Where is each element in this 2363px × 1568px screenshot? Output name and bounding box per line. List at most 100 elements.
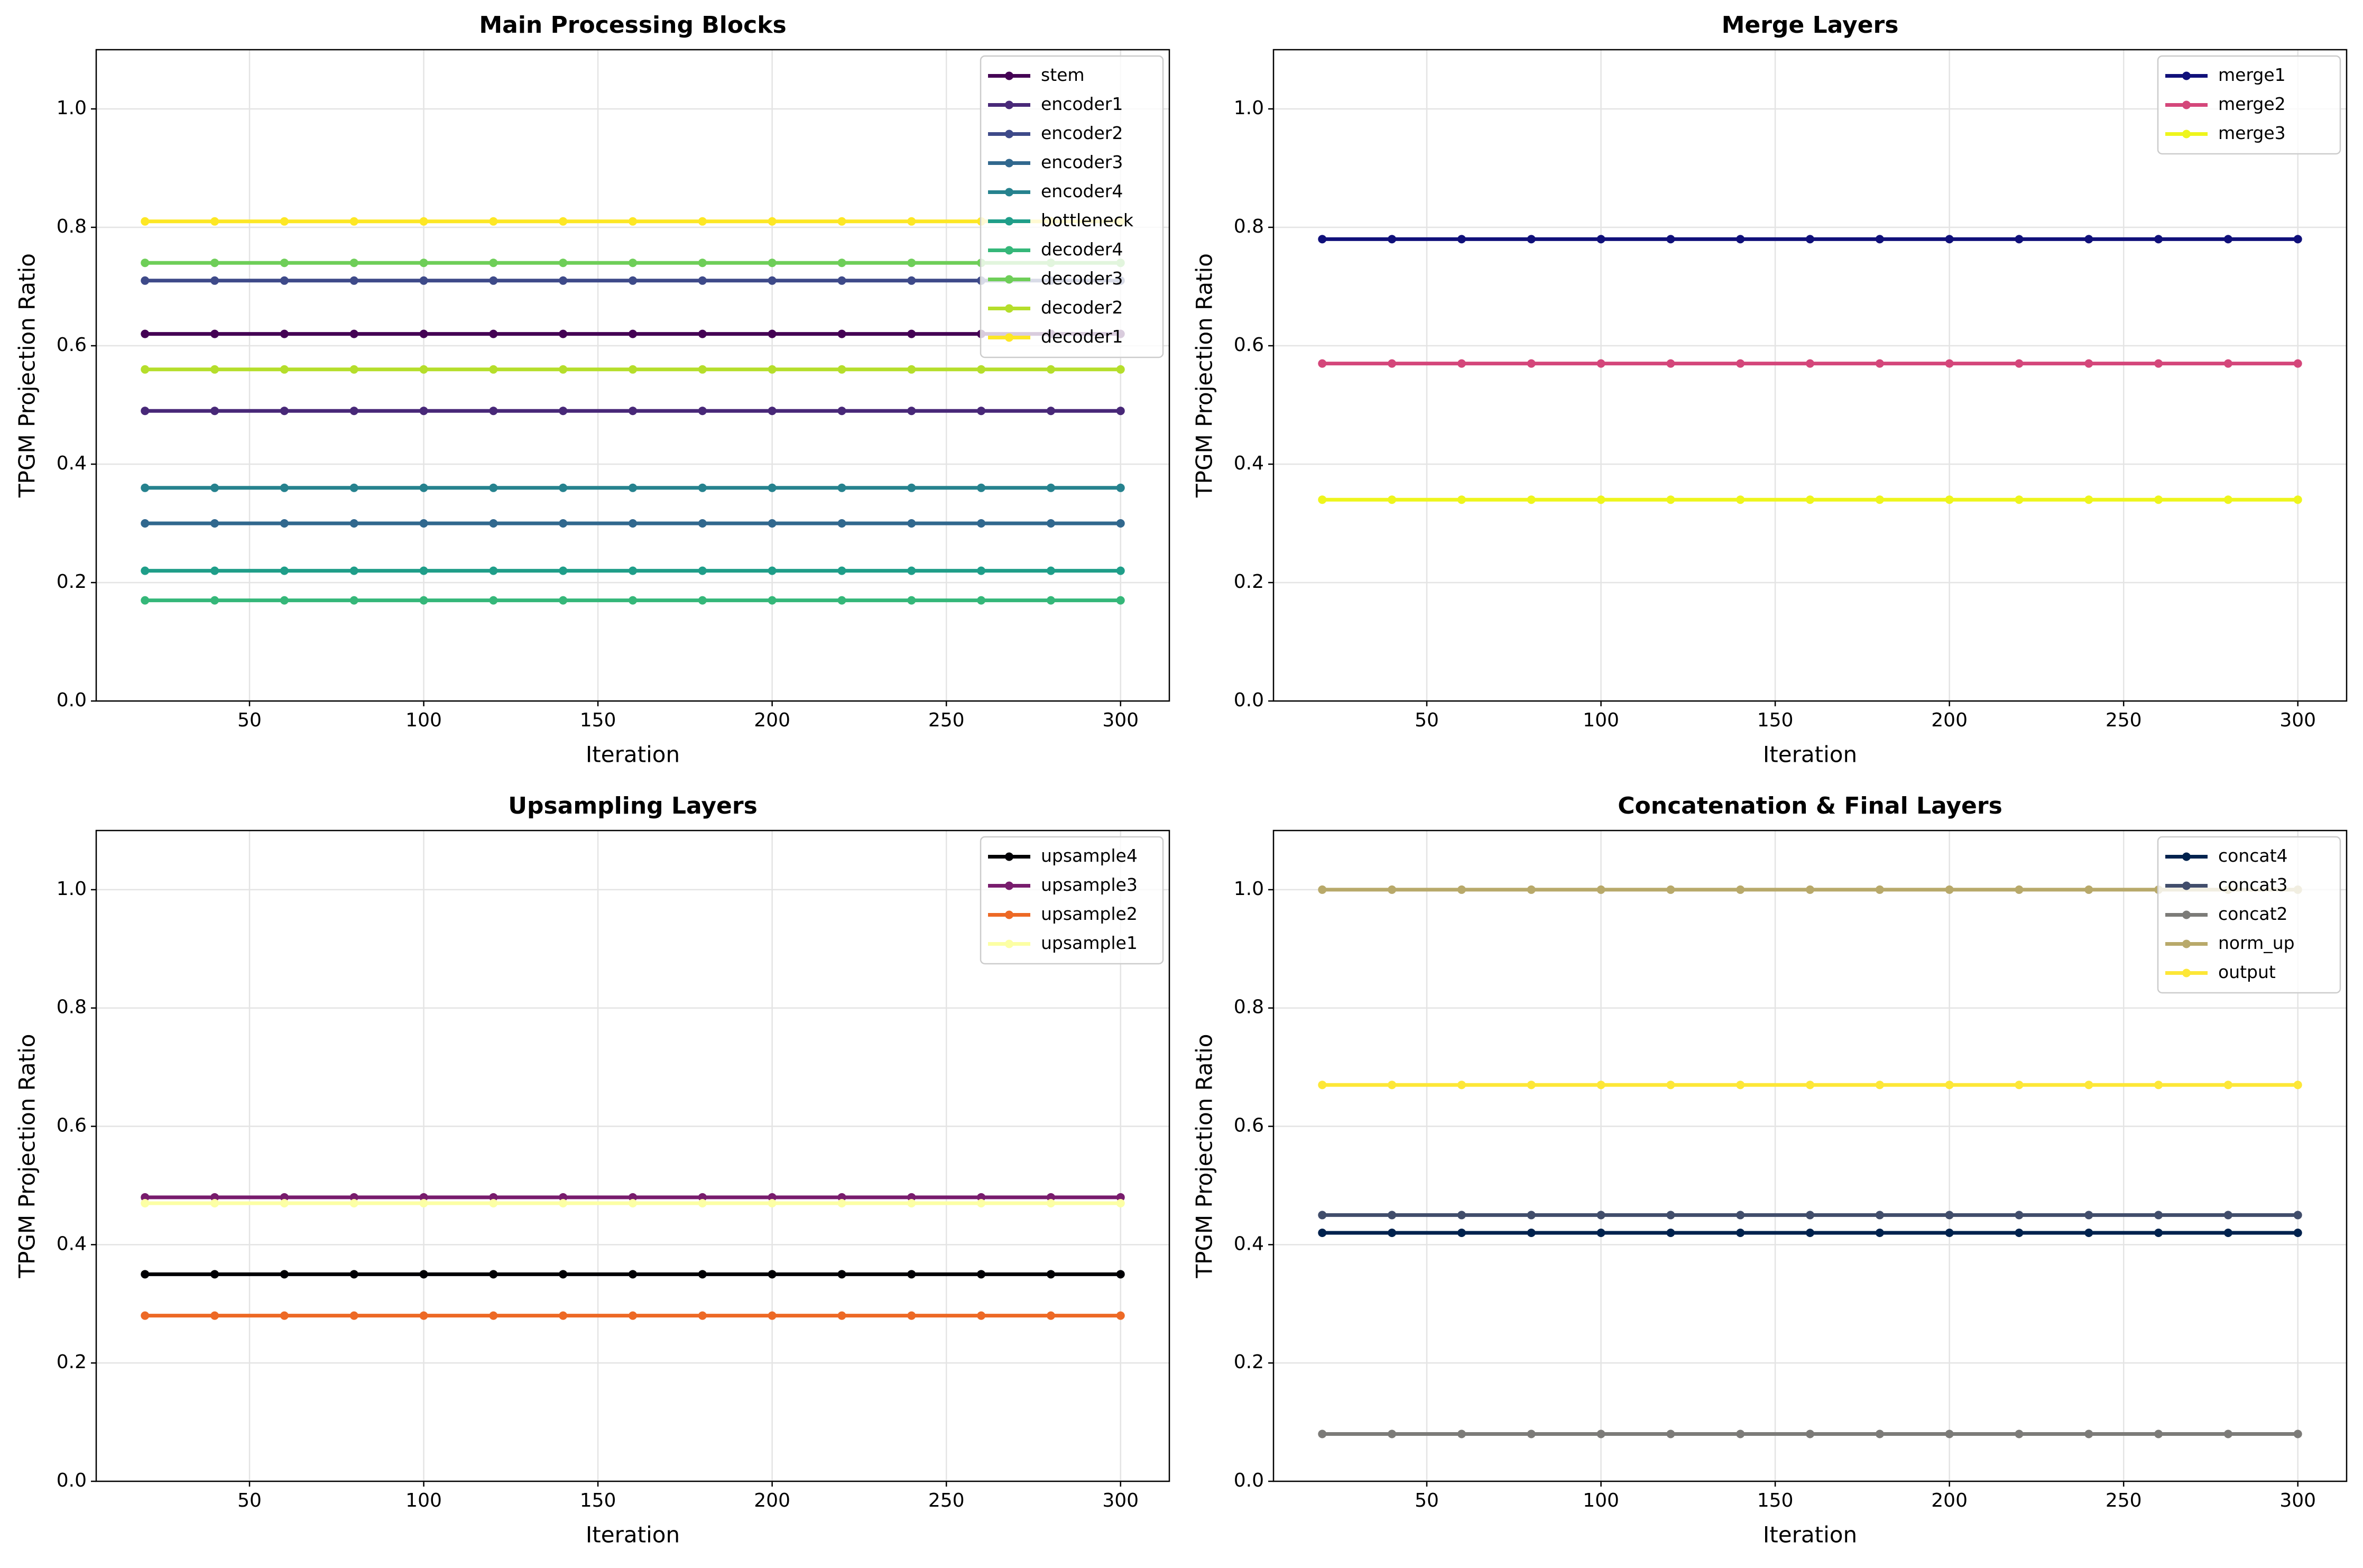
point xyxy=(907,259,916,268)
point xyxy=(1116,1311,1125,1320)
y-tick-label: 1.0 xyxy=(57,97,87,119)
point xyxy=(1875,1081,1884,1090)
point xyxy=(489,329,498,338)
point xyxy=(1806,359,1814,368)
point xyxy=(698,259,707,268)
point xyxy=(1318,1429,1327,1438)
point xyxy=(1318,1211,1327,1220)
point xyxy=(1457,1429,1466,1438)
legend-marker xyxy=(1005,217,1013,226)
y-axis-label: TPGM Projection Ratio xyxy=(1192,1034,1217,1279)
point xyxy=(2154,1081,2163,1090)
point xyxy=(837,1199,846,1208)
legend-marker xyxy=(1005,852,1013,861)
point xyxy=(1736,1081,1745,1090)
point xyxy=(1046,566,1055,575)
point xyxy=(419,566,428,575)
point xyxy=(141,483,150,492)
y-tick-label: 1.0 xyxy=(1234,97,1264,119)
point xyxy=(2293,1228,2302,1237)
point xyxy=(1806,235,1814,244)
point xyxy=(629,1199,637,1208)
point xyxy=(1806,1211,1814,1220)
point xyxy=(837,566,846,575)
point xyxy=(837,1270,846,1279)
point xyxy=(698,519,707,528)
legend-label: merge2 xyxy=(2218,94,2286,114)
point xyxy=(907,1193,916,1202)
point xyxy=(629,519,637,528)
x-tick-label: 150 xyxy=(580,709,616,731)
point xyxy=(489,566,498,575)
point xyxy=(1666,885,1675,894)
point xyxy=(1945,885,1954,894)
x-axis-label: Iteration xyxy=(1763,1522,1857,1548)
legend-marker xyxy=(1005,910,1013,919)
point xyxy=(419,596,428,605)
point xyxy=(2084,235,2093,244)
point xyxy=(1116,1193,1125,1202)
point xyxy=(489,365,498,374)
point xyxy=(141,566,150,575)
point xyxy=(280,329,289,338)
point xyxy=(2084,1228,2093,1237)
point xyxy=(1388,1429,1397,1438)
point xyxy=(489,483,498,492)
point xyxy=(141,407,150,416)
point xyxy=(629,1193,637,1202)
point xyxy=(1116,596,1125,605)
point xyxy=(210,1193,219,1202)
x-tick-label: 200 xyxy=(754,1490,790,1511)
point xyxy=(1875,1211,1884,1220)
point xyxy=(629,365,637,374)
legend-label: merge3 xyxy=(2218,123,2286,143)
point xyxy=(1945,1228,1954,1237)
point xyxy=(141,1199,150,1208)
point xyxy=(1388,495,1397,504)
point xyxy=(280,566,289,575)
point xyxy=(837,365,846,374)
legend-marker xyxy=(2182,881,2191,890)
legend-marker xyxy=(2182,71,2191,80)
point xyxy=(1116,519,1125,528)
legend-marker xyxy=(2182,969,2191,977)
point xyxy=(2154,1211,2163,1220)
point xyxy=(1318,1081,1327,1090)
point xyxy=(1596,359,1605,368)
legend-box xyxy=(980,836,1164,965)
point xyxy=(2015,495,2024,504)
point xyxy=(629,217,637,226)
point xyxy=(1318,359,1327,368)
point xyxy=(977,596,986,605)
x-axis-label: Iteration xyxy=(1763,742,1857,768)
point xyxy=(1945,495,1954,504)
point xyxy=(1596,1211,1605,1220)
point xyxy=(1388,1081,1397,1090)
point xyxy=(698,566,707,575)
point xyxy=(141,276,150,285)
point xyxy=(2223,359,2232,368)
point xyxy=(489,1270,498,1279)
point xyxy=(210,365,219,374)
point xyxy=(349,365,358,374)
subplot: 50 100 150 200 250 300 0.0 0.2 0.4 0.6 0.8 1.0 Conca… xyxy=(1192,792,2348,1548)
point xyxy=(280,596,289,605)
point xyxy=(907,566,916,575)
point xyxy=(629,483,637,492)
point xyxy=(1388,1228,1397,1237)
point xyxy=(1457,359,1466,368)
x-tick-label: 200 xyxy=(754,709,790,731)
x-tick-label: 250 xyxy=(2106,709,2142,731)
point xyxy=(419,329,428,338)
legend-label: decoder2 xyxy=(1041,297,1123,318)
point xyxy=(907,217,916,226)
point xyxy=(1945,1081,1954,1090)
point xyxy=(349,519,358,528)
point xyxy=(1736,1429,1745,1438)
x-tick-label: 100 xyxy=(1583,1490,1619,1511)
point xyxy=(2293,1211,2302,1220)
point xyxy=(1116,407,1125,416)
point xyxy=(629,566,637,575)
point xyxy=(2015,359,2024,368)
point xyxy=(1318,1228,1327,1237)
